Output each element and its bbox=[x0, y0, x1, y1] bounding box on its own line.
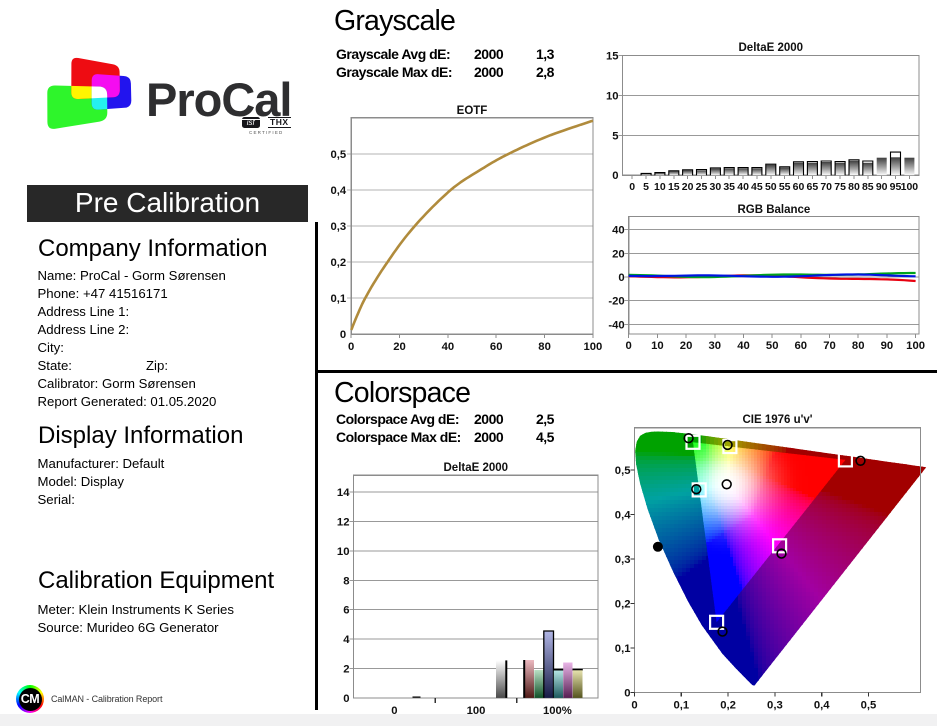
svg-text:0,2: 0,2 bbox=[720, 700, 736, 712]
svg-text:5: 5 bbox=[612, 130, 618, 142]
svg-text:0,5: 0,5 bbox=[615, 465, 631, 477]
svg-text:100: 100 bbox=[583, 341, 602, 353]
svg-text:0,1: 0,1 bbox=[615, 643, 631, 655]
svg-text:80: 80 bbox=[848, 181, 860, 193]
svg-text:0: 0 bbox=[618, 272, 624, 284]
svg-text:0: 0 bbox=[629, 181, 635, 193]
svg-text:20: 20 bbox=[612, 248, 625, 260]
svg-text:35: 35 bbox=[723, 181, 735, 193]
svg-text:0: 0 bbox=[631, 700, 637, 712]
svg-text:40: 40 bbox=[737, 340, 750, 352]
svg-text:25: 25 bbox=[696, 181, 708, 193]
svg-text:6: 6 bbox=[343, 605, 349, 617]
svg-text:20: 20 bbox=[680, 340, 693, 352]
svg-text:0,1: 0,1 bbox=[330, 293, 346, 305]
svg-text:60: 60 bbox=[795, 340, 808, 352]
svg-text:0: 0 bbox=[626, 340, 632, 352]
svg-text:0,2: 0,2 bbox=[615, 599, 631, 611]
svg-text:40: 40 bbox=[737, 181, 749, 193]
svg-text:0,4: 0,4 bbox=[615, 510, 631, 522]
svg-text:85: 85 bbox=[862, 181, 874, 193]
svg-text:0: 0 bbox=[612, 170, 618, 182]
svg-text:10: 10 bbox=[337, 546, 350, 558]
svg-text:0,4: 0,4 bbox=[814, 700, 830, 712]
svg-text:100: 100 bbox=[906, 340, 925, 352]
svg-text:12: 12 bbox=[337, 516, 350, 528]
svg-text:80: 80 bbox=[852, 340, 865, 352]
svg-text:90: 90 bbox=[876, 181, 888, 193]
svg-text:0,4: 0,4 bbox=[330, 185, 346, 197]
svg-text:0,1: 0,1 bbox=[673, 700, 689, 712]
svg-text:0: 0 bbox=[624, 688, 630, 700]
svg-text:60: 60 bbox=[490, 341, 503, 353]
svg-text:100: 100 bbox=[467, 705, 486, 717]
svg-text:-40: -40 bbox=[608, 319, 624, 331]
svg-text:80: 80 bbox=[538, 341, 551, 353]
svg-text:14: 14 bbox=[337, 487, 350, 499]
svg-text:EOTF: EOTF bbox=[457, 105, 488, 117]
svg-text:0: 0 bbox=[340, 329, 346, 341]
svg-text:0,5: 0,5 bbox=[330, 149, 346, 161]
svg-text:100: 100 bbox=[901, 181, 919, 193]
svg-text:0: 0 bbox=[343, 693, 349, 705]
svg-text:65: 65 bbox=[807, 181, 819, 193]
svg-text:95: 95 bbox=[890, 181, 902, 193]
svg-text:0,5: 0,5 bbox=[861, 700, 877, 712]
svg-text:40: 40 bbox=[442, 341, 455, 353]
svg-text:30: 30 bbox=[710, 181, 722, 193]
svg-text:0,3: 0,3 bbox=[615, 554, 631, 566]
svg-text:10: 10 bbox=[651, 340, 664, 352]
svg-text:50: 50 bbox=[766, 340, 779, 352]
svg-text:75: 75 bbox=[834, 181, 846, 193]
svg-text:30: 30 bbox=[709, 340, 722, 352]
svg-text:55: 55 bbox=[779, 181, 791, 193]
svg-text:8: 8 bbox=[343, 575, 349, 587]
svg-text:RGB Balance: RGB Balance bbox=[737, 204, 810, 216]
svg-text:20: 20 bbox=[682, 181, 694, 193]
svg-text:0,3: 0,3 bbox=[330, 221, 346, 233]
svg-text:10: 10 bbox=[606, 91, 619, 103]
svg-text:DeltaE 2000: DeltaE 2000 bbox=[444, 462, 509, 474]
svg-text:40: 40 bbox=[612, 225, 625, 237]
svg-text:70: 70 bbox=[820, 181, 832, 193]
svg-text:45: 45 bbox=[751, 181, 763, 193]
svg-text:0: 0 bbox=[391, 705, 397, 717]
svg-text:CIE 1976 u'v': CIE 1976 u'v' bbox=[742, 414, 812, 426]
svg-text:10: 10 bbox=[654, 181, 666, 193]
svg-text:60: 60 bbox=[793, 181, 805, 193]
svg-text:4: 4 bbox=[343, 634, 350, 646]
svg-text:0: 0 bbox=[348, 341, 354, 353]
svg-text:70: 70 bbox=[823, 340, 836, 352]
svg-text:2: 2 bbox=[343, 664, 349, 676]
svg-text:50: 50 bbox=[765, 181, 777, 193]
svg-text:-20: -20 bbox=[608, 296, 624, 308]
svg-text:15: 15 bbox=[606, 51, 619, 63]
svg-text:15: 15 bbox=[668, 181, 680, 193]
svg-text:20: 20 bbox=[393, 341, 406, 353]
svg-text:90: 90 bbox=[881, 340, 894, 352]
svg-text:0,3: 0,3 bbox=[767, 700, 783, 712]
svg-text:DeltaE 2000: DeltaE 2000 bbox=[739, 42, 804, 54]
svg-text:0,2: 0,2 bbox=[330, 257, 346, 269]
svg-text:100%: 100% bbox=[543, 705, 572, 717]
svg-text:5: 5 bbox=[643, 181, 649, 193]
